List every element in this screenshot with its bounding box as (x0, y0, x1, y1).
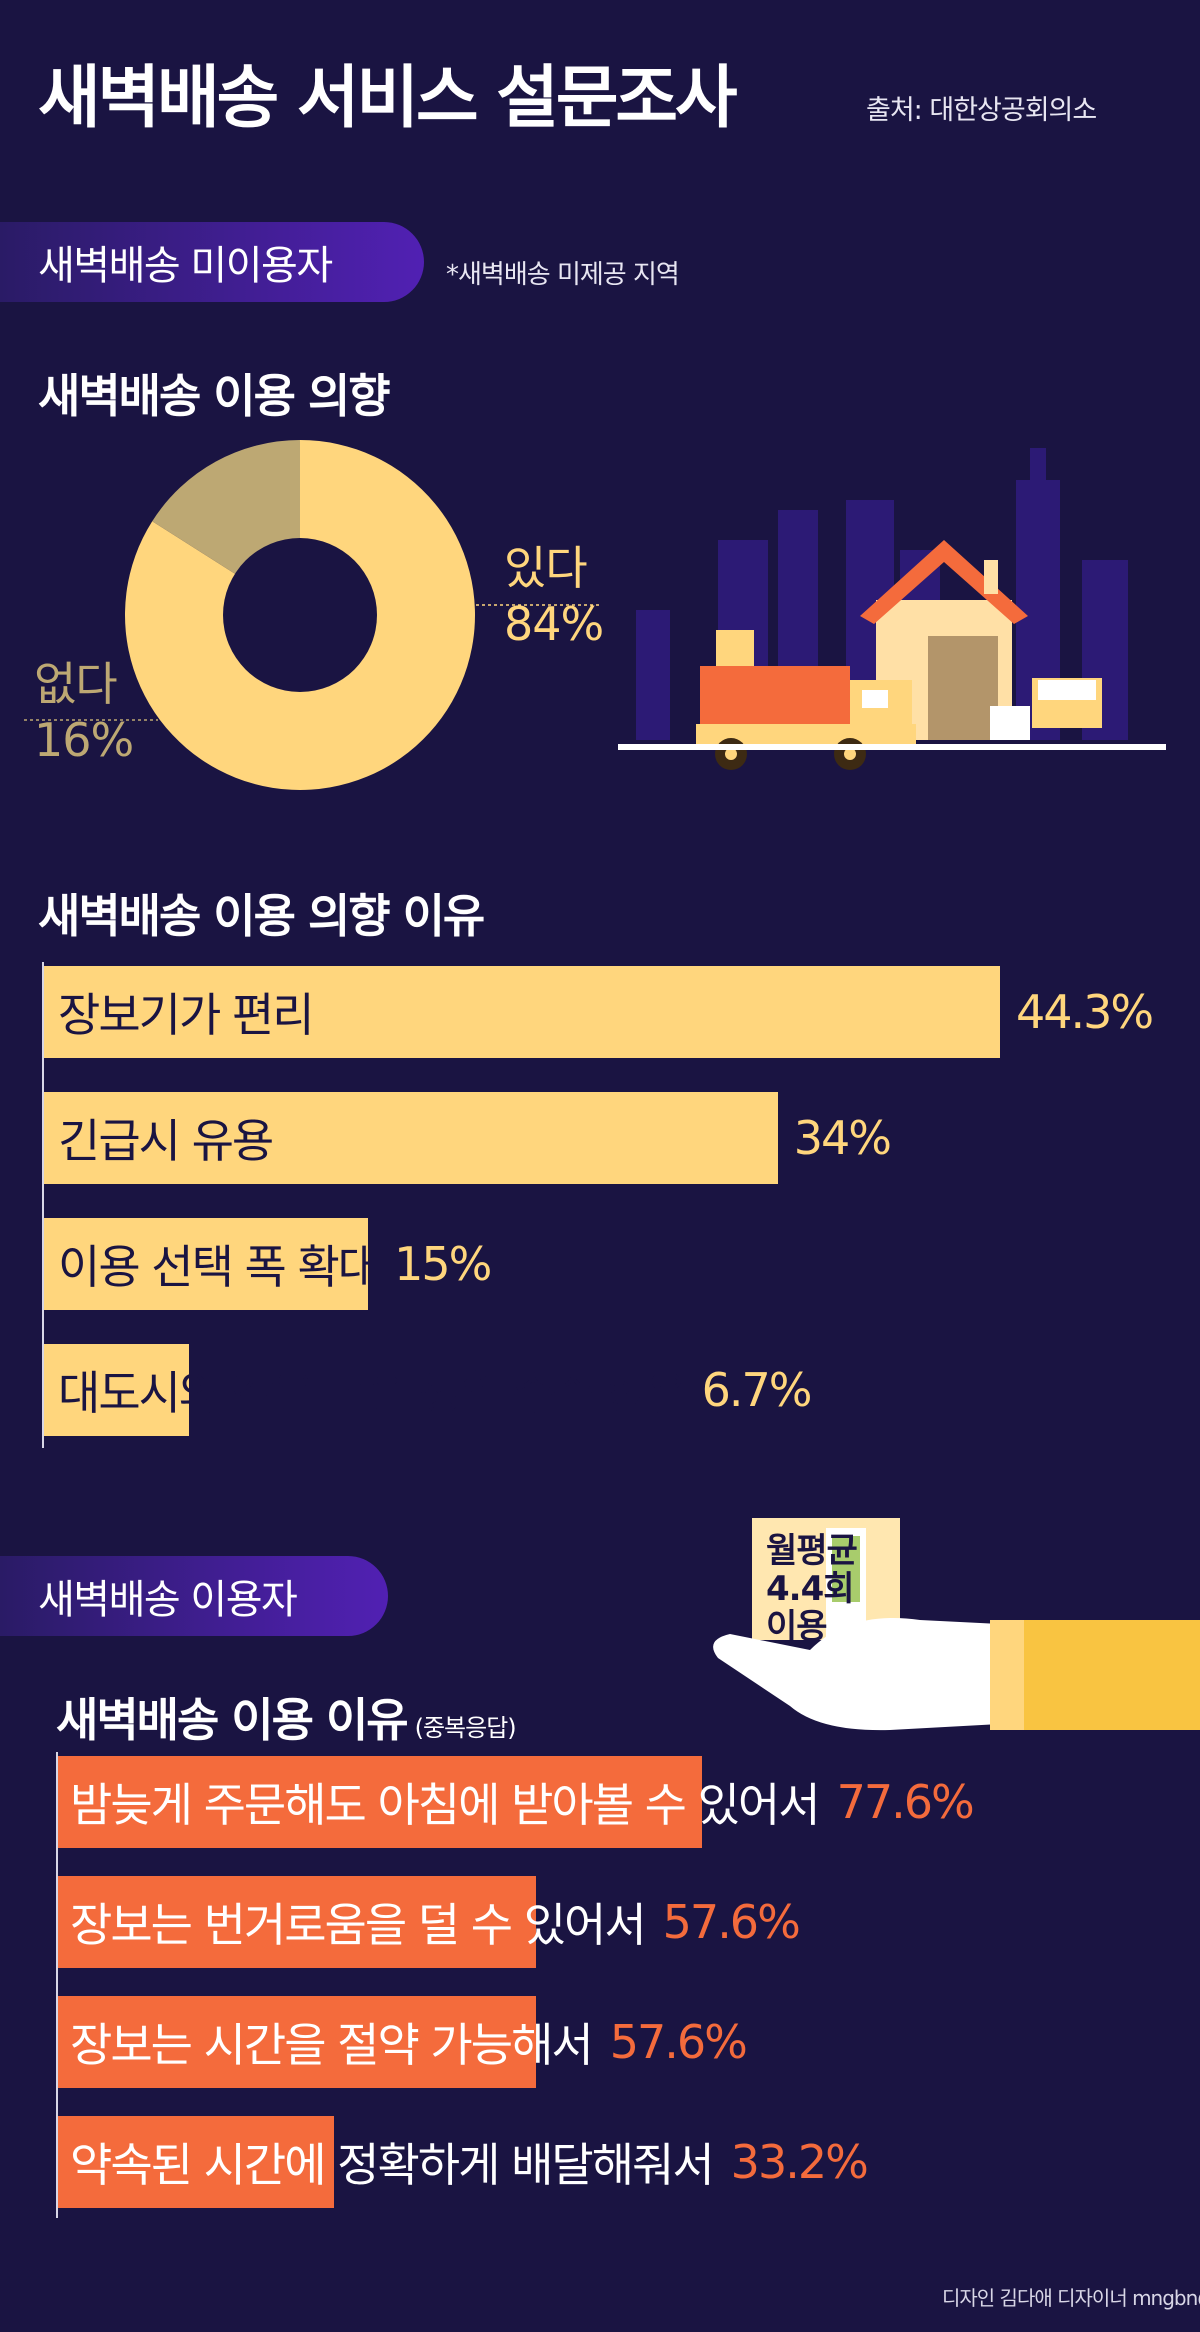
bar-label: 긴급시 유용 (58, 1114, 274, 1168)
user-reason-bar-2: 장보는 번거로움을 덜 수 있어서 (58, 1876, 647, 1968)
bar-label: 밤늦게 주문해도 아침에 받아볼 수 있어서 (70, 1778, 821, 1832)
source-credit: 출처: 대한상공회의소 (866, 95, 1097, 126)
pie-yes-value: 84% (504, 597, 604, 651)
intent-reason-bar-3: 이용 선택 폭 확대 (44, 1218, 380, 1310)
intent-reason-value-2: 34% (793, 1111, 892, 1165)
box-stack-icon (990, 678, 1102, 740)
bar-label: 장보는 시간을 절약 가능해서 (70, 2018, 594, 2072)
pie-label-yes: 있다 84% (504, 540, 604, 652)
intent-reasons-axis (42, 962, 44, 1448)
moon-icon (633, 482, 692, 554)
monthly-line-1: 월평균 (766, 1531, 858, 1571)
section-pill-non-users: 새벽배송 미이용자 (0, 222, 424, 302)
multiple-response-note: (중복응답) (414, 1714, 517, 1742)
intent-reason-bar-1: 장보기가 편리 (44, 966, 1000, 1058)
hand-icon (713, 1618, 1000, 1731)
section-pill-users: 새벽배송 이용자 (0, 1556, 388, 1636)
user-reasons-title-text: 새벽배송 이용 이유 (56, 1693, 409, 1747)
hand-with-card-illustration (713, 1518, 1200, 1731)
intent-reason-value-1: 44.3% (1016, 985, 1154, 1039)
pie-no-category: 없다 (34, 657, 118, 711)
user-reason-bar-4: 약속된 시간에 정확하게 배달해줘서 (58, 2116, 715, 2208)
road-line (618, 744, 1166, 750)
intent-reason-bar-2: 긴급시 유용 (44, 1092, 778, 1184)
pie-no-value: 16% (34, 713, 134, 767)
bar-label: 장보기가 편리 (58, 988, 315, 1042)
monthly-line-2: 4.4회 (766, 1569, 855, 1609)
section-note: *새벽배송 미제공 지역 (446, 260, 680, 290)
pie-label-no: 없다 16% (34, 656, 134, 768)
monthly-line-3: 이용 (766, 1607, 828, 1647)
intent-chart-title: 새벽배송 이용 의향 (38, 369, 391, 423)
user-reason-value-3: 57.6% (609, 2015, 748, 2069)
user-reason-value-1: 77.6% (836, 1775, 975, 1829)
monthly-usage-text: 월평균 4.4회 이용 (766, 1532, 896, 1646)
bar-label: 이용 선택 폭 확대 (58, 1240, 380, 1294)
donut-hole (223, 538, 377, 692)
bar-label: 약속된 시간에 정확하게 배달해줘서 (70, 2138, 715, 2192)
bar-label: 장보는 번거로움을 덜 수 있어서 (70, 1898, 647, 1952)
bar-label: 대도시와 같은 높은 생활 수준 향유 (58, 1366, 688, 1420)
intent-reason-bar-4: 대도시와 같은 높은 생활 수준 향유 (44, 1344, 688, 1436)
design-credit: 디자인 김다애 디자이너 mngbn@ (942, 2286, 1200, 2310)
intent-reasons-title: 새벽배송 이용 의향 이유 (38, 889, 485, 943)
user-reasons-title: 새벽배송 이용 이유 (중복응답) (56, 1684, 517, 1750)
intent-reason-value-3: 15% (394, 1237, 492, 1291)
user-reasons-axis (56, 1752, 58, 2218)
intent-donut-chart (24, 440, 600, 790)
pie-yes-category: 있다 (504, 541, 588, 595)
delivery-scene-illustration (618, 448, 1166, 770)
intent-reason-value-4: 6.7% (701, 1363, 813, 1417)
truck-icon (696, 630, 916, 770)
user-reason-bar-1: 밤늦게 주문해도 아침에 받아볼 수 있어서 (58, 1756, 821, 1848)
user-reason-value-4: 33.2% (730, 2135, 869, 2189)
page-title: 새벽배송 서비스 설문조사 (38, 59, 738, 138)
user-reason-value-2: 57.6% (662, 1895, 801, 1949)
user-reason-bar-3: 장보는 시간을 절약 가능해서 (58, 1996, 594, 2088)
sleeve-icon (990, 1620, 1200, 1730)
